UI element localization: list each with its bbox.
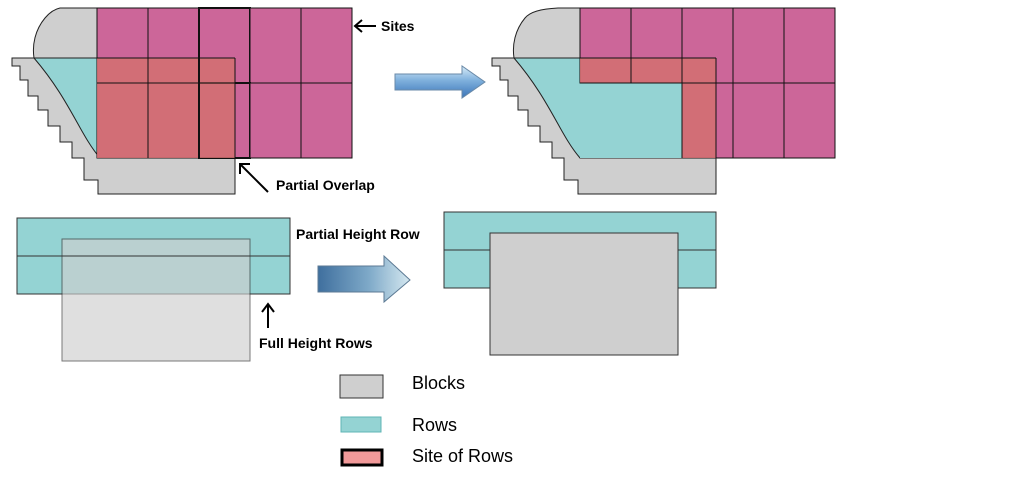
- block-rect: [489, 232, 679, 356]
- block-shape: [11, 7, 236, 195]
- legend-label-rows: Rows: [412, 415, 457, 435]
- legend-label-site: Site of Rows: [412, 446, 513, 466]
- legend-label-blocks: Blocks: [412, 373, 465, 393]
- block-shape: [491, 7, 717, 195]
- full-height-rows-callout: Full Height Rows: [259, 302, 373, 351]
- partial-height-row-label: Partial Height Row: [296, 226, 420, 242]
- sites-label: Sites: [381, 18, 415, 34]
- legend-swatch-rows: [340, 416, 382, 433]
- legend: Blocks Rows Site of Rows: [339, 373, 513, 467]
- full-height-rows-label: Full Height Rows: [259, 335, 373, 351]
- top-left-figure: [11, 7, 353, 195]
- legend-swatch-blocks: [339, 374, 384, 399]
- block-rect: [61, 238, 251, 362]
- transform-arrow-top: [394, 65, 486, 99]
- bottom-left-figure: [16, 217, 291, 362]
- sites-callout: Sites: [353, 18, 415, 34]
- site-row-overlap: [97, 58, 235, 158]
- partial-overlap-callout: Partial Overlap: [239, 163, 375, 193]
- partial-overlap-label: Partial Overlap: [276, 177, 375, 193]
- bottom-right-figure: [443, 211, 717, 356]
- legend-swatch-site: [340, 448, 384, 467]
- top-right-figure: [491, 7, 836, 195]
- transform-arrow-bottom: [317, 254, 411, 304]
